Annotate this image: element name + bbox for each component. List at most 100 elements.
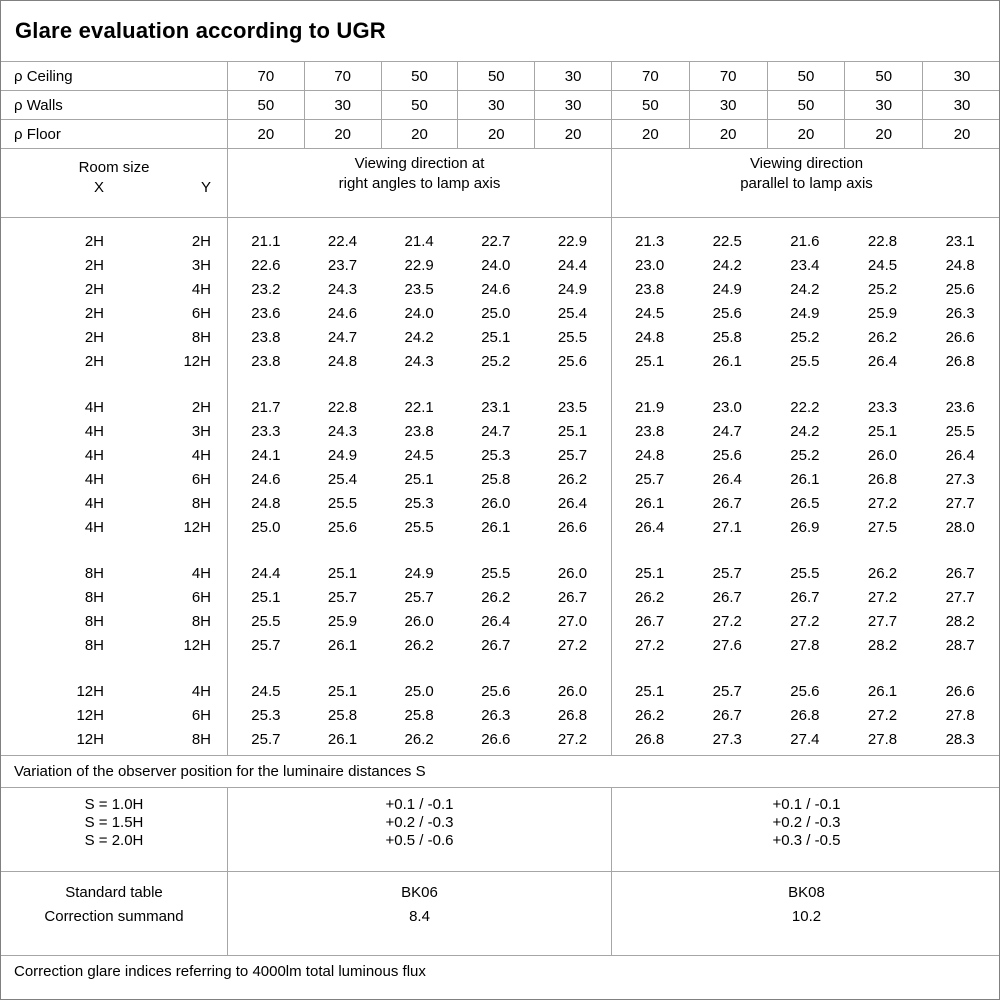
reflectance-value-cell: 70 bbox=[305, 62, 382, 90]
room-y-value: 12H bbox=[183, 636, 211, 654]
room-size-cell: 2H 4H bbox=[1, 281, 228, 298]
room-y-value: 8H bbox=[191, 494, 211, 512]
ugr-value-cell: 24.6 bbox=[251, 470, 281, 488]
ugr-value-cell: 26.6 bbox=[945, 328, 975, 346]
ugr-value-cell: 26.3 bbox=[481, 706, 511, 724]
table-row: 4H 3H 23.3 24.3 23.8 24.7 25.1 23.8 24.7 24.2 25.1… bbox=[1, 419, 999, 443]
ugr-value-cell: 25.5 bbox=[404, 518, 434, 536]
table-row: 8H 8H 25.5 25.9 26.0 26.4 27.0 26.7 27.2 27.2 27.7… bbox=[1, 609, 999, 633]
parallel-values-group: 26.1 26.7 26.5 27.2 27.7 bbox=[611, 495, 999, 512]
right-angles-values-group: 24.1 24.9 24.5 25.3 25.7 bbox=[228, 447, 611, 464]
ugr-value-cell: 24.4 bbox=[251, 564, 281, 582]
right-angles-values-group: 25.5 25.9 26.0 26.4 27.0 bbox=[228, 613, 611, 630]
standard-table-label: Standard table bbox=[65, 884, 163, 901]
ugr-value-cell: 25.3 bbox=[404, 494, 434, 512]
ugr-value-cell: 25.7 bbox=[712, 682, 742, 700]
ugr-value-cell: 25.1 bbox=[557, 422, 588, 440]
ugr-value-cell: 23.0 bbox=[635, 256, 665, 274]
reflectance-row-label: ρ Floor bbox=[1, 120, 228, 148]
y-axis-label: Y bbox=[200, 179, 211, 196]
ugr-value-cell: 25.1 bbox=[251, 588, 281, 606]
ugr-value-cell: 22.7 bbox=[481, 232, 511, 250]
parallel-values-group: 23.8 24.7 24.2 25.1 25.5 bbox=[611, 423, 999, 440]
room-y-value: 8H bbox=[191, 328, 211, 346]
ugr-value-cell: 27.2 bbox=[557, 730, 588, 748]
variation-value: +0.2 / -0.3 bbox=[772, 814, 841, 831]
ugr-value-cell: 24.2 bbox=[790, 280, 820, 298]
ugr-value-cell: 27.8 bbox=[790, 636, 820, 654]
s-label: S = 1.0H bbox=[84, 796, 144, 813]
room-x-value: 12H bbox=[76, 682, 104, 700]
right-angles-header-line2: right angles to lamp axis bbox=[338, 175, 501, 192]
ugr-value-cell: 27.2 bbox=[635, 636, 665, 654]
ugr-value-cell: 25.5 bbox=[557, 328, 588, 346]
table-row: 2H 3H 22.6 23.7 22.9 24.0 24.4 23.0 24.2 23.4 24.5… bbox=[1, 253, 999, 277]
summary-block: Standard table Correction summand BK06 8… bbox=[1, 872, 999, 956]
ugr-value-cell: 25.8 bbox=[481, 470, 511, 488]
table-row: 4H 12H 25.0 25.6 25.5 26.1 26.6 26.4 27.1 26.9 27.… bbox=[1, 515, 999, 539]
room-size-cell: 2H 6H bbox=[1, 305, 228, 322]
room-size-cell: 12H 4H bbox=[1, 683, 228, 700]
variation-value: +0.3 / -0.5 bbox=[772, 832, 841, 849]
table-row: 12H 4H 24.5 25.1 25.0 25.6 26.0 25.1 25.7 25.6 26.… bbox=[1, 679, 999, 703]
room-x-value: 4H bbox=[84, 470, 104, 488]
parallel-values-group: 26.7 27.2 27.2 27.7 28.2 bbox=[611, 613, 999, 630]
room-y-value: 2H bbox=[191, 398, 211, 416]
right-angles-values-group: 25.0 25.6 25.5 26.1 26.6 bbox=[228, 519, 611, 536]
room-x-value: 2H bbox=[84, 352, 104, 370]
ugr-value-cell: 27.0 bbox=[557, 612, 588, 630]
variation-parallel-values: +0.1 / -0.1 +0.2 / -0.3 +0.3 / -0.5 bbox=[612, 788, 1000, 871]
ugr-block: 2H 2H 21.1 22.4 21.4 22.7 22.9 21.3 22.5 21.6 22.8… bbox=[1, 229, 999, 373]
ugr-value-cell: 24.8 bbox=[635, 446, 665, 464]
ugr-value-cell: 26.0 bbox=[867, 446, 898, 464]
room-size-cell: 2H 2H bbox=[1, 233, 228, 250]
ugr-value-cell: 25.2 bbox=[481, 352, 511, 370]
ugr-value-cell: 26.1 bbox=[635, 494, 665, 512]
ugr-value-cell: 26.5 bbox=[790, 494, 820, 512]
ugr-value-cell: 23.6 bbox=[251, 304, 281, 322]
correction-summand-label: Correction summand bbox=[44, 908, 184, 925]
room-y-value: 3H bbox=[191, 422, 211, 440]
ugr-value-cell: 25.0 bbox=[251, 518, 281, 536]
room-size-cell: 4H 6H bbox=[1, 471, 228, 488]
table-row: 4H 4H 24.1 24.9 24.5 25.3 25.7 24.8 25.6 25.2 26.0… bbox=[1, 443, 999, 467]
room-size-cell: 8H 4H bbox=[1, 565, 228, 582]
ugr-value-cell: 25.6 bbox=[557, 352, 588, 370]
variation-value: +0.1 / -0.1 bbox=[385, 796, 454, 813]
right-angles-values-group: 24.8 25.5 25.3 26.0 26.4 bbox=[228, 495, 611, 512]
ugr-value-cell: 24.9 bbox=[712, 280, 742, 298]
ugr-value-cell: 25.3 bbox=[251, 706, 281, 724]
table-row: 2H 12H 23.8 24.8 24.3 25.2 25.6 25.1 26.1 25.5 26.… bbox=[1, 349, 999, 373]
room-y-value: 3H bbox=[191, 256, 211, 274]
ugr-value-cell: 28.2 bbox=[945, 612, 975, 630]
room-x-value: 4H bbox=[84, 518, 104, 536]
ugr-value-cell: 24.2 bbox=[404, 328, 434, 346]
table-row: 8H 4H 24.4 25.1 24.9 25.5 26.0 25.1 25.7 25.5 26.2… bbox=[1, 561, 999, 585]
ugr-value-cell: 26.1 bbox=[327, 730, 358, 748]
ugr-value-cell: 25.7 bbox=[404, 588, 434, 606]
room-x-value: 8H bbox=[84, 564, 104, 582]
ugr-value-cell: 27.2 bbox=[712, 612, 742, 630]
ugr-block: 8H 4H 24.4 25.1 24.9 25.5 26.0 25.1 25.7 25.5 26.2… bbox=[1, 561, 999, 657]
room-y-value: 6H bbox=[191, 588, 211, 606]
reflectance-row-label: ρ Walls bbox=[1, 91, 228, 119]
ugr-value-cell: 24.2 bbox=[712, 256, 742, 274]
ugr-value-cell: 21.6 bbox=[790, 232, 820, 250]
right-angles-values-group: 23.6 24.6 24.0 25.0 25.4 bbox=[228, 305, 611, 322]
ugr-value-cell: 24.7 bbox=[712, 422, 742, 440]
reflectance-value-cell: 50 bbox=[768, 62, 846, 90]
ugr-value-cell: 26.7 bbox=[790, 588, 820, 606]
ugr-value-cell: 24.9 bbox=[557, 280, 588, 298]
ugr-value-cell: 26.7 bbox=[557, 588, 588, 606]
reflectance-value-cell: 50 bbox=[612, 91, 690, 119]
ugr-value-cell: 26.4 bbox=[635, 518, 665, 536]
right-angles-values-group: 24.6 25.4 25.1 25.8 26.2 bbox=[228, 471, 611, 488]
ugr-value-cell: 26.2 bbox=[557, 470, 588, 488]
ugr-value-cell: 24.0 bbox=[481, 256, 511, 274]
ugr-block: 12H 4H 24.5 25.1 25.0 25.6 26.0 25.1 25.7 25.6 26.… bbox=[1, 679, 999, 751]
ugr-value-cell: 22.9 bbox=[404, 256, 434, 274]
parallel-values-group: 24.8 25.6 25.2 26.0 26.4 bbox=[611, 447, 999, 464]
right-angles-values-group: 24.5 25.1 25.0 25.6 26.0 bbox=[228, 683, 611, 700]
ugr-value-cell: 24.3 bbox=[404, 352, 434, 370]
ugr-value-cell: 24.0 bbox=[404, 304, 434, 322]
